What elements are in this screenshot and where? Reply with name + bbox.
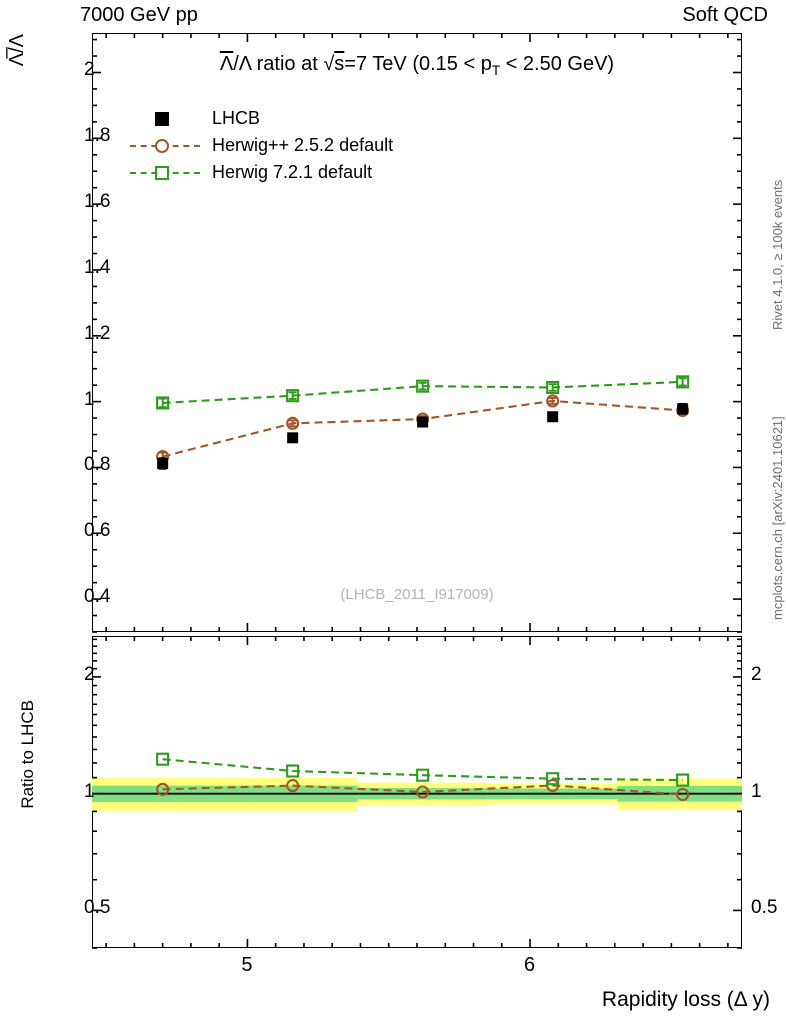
legend-label-herwig7: Herwig 7.2.1 default [212,162,373,182]
legend-label-herwigpp: Herwig++ 2.5.2 default [212,135,394,155]
data-point-LHCB [547,411,559,423]
data-point-Herwig++ 2.5.2 default [546,394,560,408]
y-tick-label-ratio-right: 1 [751,780,762,802]
data-point-Herwig 7.2.1 default [416,379,430,393]
data-point-Herwig 7.2.1 default [156,396,170,410]
circle-open-marker-icon [155,138,169,153]
y-tick-label-ratio-right: 0.5 [751,897,778,919]
square-filled-marker-icon [155,111,169,126]
header-beam-label: 7000 GeV pp [80,4,198,26]
series-line-Herwig++ 2.5.2 default [162,784,683,796]
data-point-LHCB [677,403,689,415]
plot-title: Λ/Λ ratio at √s=7 TeV (0.15 < pT < 2.50 … [92,53,742,78]
y-tick-label-ratio-right: 2 [751,663,762,685]
legend-key-herwig7 [128,163,202,183]
data-point-Herwig 7.2.1 default [676,773,690,787]
data-point-Herwig 7.2.1 default [676,375,690,389]
legend-entry-herwigpp: Herwig++ 2.5.2 default [128,132,393,159]
analysis-id-watermark: (LHCB_2011_I917009) [340,586,494,603]
x-axis-title: Rapidity loss (Δ y) [601,988,770,1011]
x-tick-label: 5 [241,954,253,976]
legend-key-lhcb [128,109,202,129]
series-line-Herwig 7.2.1 default [162,758,683,782]
data-point-Herwig 7.2.1 default [546,772,560,786]
legend: LHCB Herwig++ 2.5.2 default Herwig 7.2.1… [128,105,393,186]
data-point-Herwig++ 2.5.2 default [416,785,430,799]
data-point-Herwig++ 2.5.2 default [156,782,170,796]
legend-entry-lhcb: LHCB [128,105,393,132]
data-point-LHCB [157,457,169,469]
data-point-Herwig 7.2.1 default [286,764,300,778]
header-process-label: Soft QCD [682,4,768,26]
data-point-Herwig++ 2.5.2 default [286,416,300,430]
data-point-Herwig 7.2.1 default [546,380,560,395]
data-point-Herwig 7.2.1 default [156,752,170,766]
data-point-LHCB [287,432,299,444]
legend-key-herwigpp [128,136,202,156]
plot-title-text: Λ/Λ ratio at √s=7 TeV (0.15 < pT < 2.50 … [219,53,615,78]
data-point-LHCB [417,416,429,428]
x-tick-label: 6 [524,954,536,976]
legend-label-lhcb: LHCB [212,108,261,128]
data-point-Herwig++ 2.5.2 default [286,779,300,793]
square-open-marker-icon [155,165,169,180]
data-point-Herwig 7.2.1 default [286,389,300,403]
data-point-Herwig 7.2.1 default [416,768,430,782]
data-point-Herwig++ 2.5.2 default [546,778,560,792]
series-line-Herwig++ 2.5.2 default [162,399,683,458]
legend-entry-herwig7: Herwig 7.2.1 default [128,159,393,186]
data-point-Herwig++ 2.5.2 default [676,787,690,802]
